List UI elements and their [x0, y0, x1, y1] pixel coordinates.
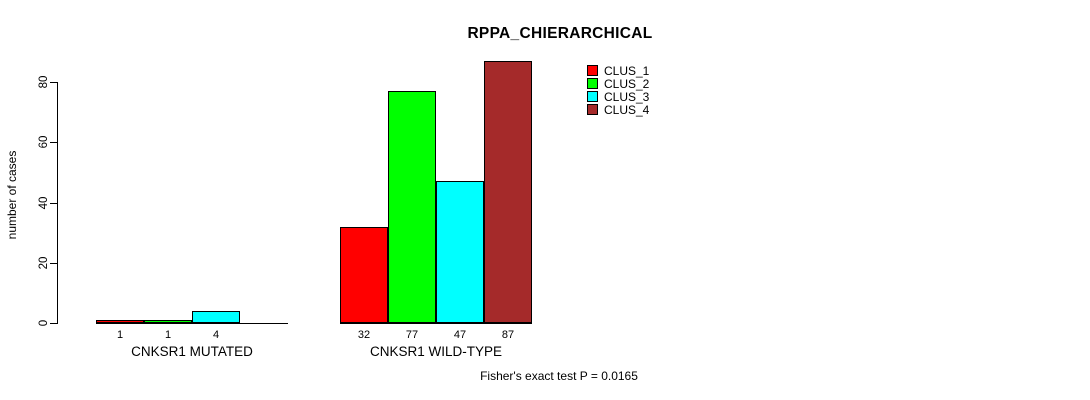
legend-swatch-icon — [587, 78, 598, 89]
y-axis-line — [57, 82, 58, 324]
y-axis-tick — [50, 82, 57, 83]
chart-title: RPPA_CHIERARCHICAL — [467, 25, 653, 42]
bar-count-label: 4 — [212, 329, 220, 341]
bar-count-label: 87 — [501, 329, 515, 341]
y-axis-tick-label: 80 — [38, 75, 50, 89]
legend-label: CLUS_2 — [604, 76, 650, 91]
pvalue-annotation: Fisher's exact test P = 0.0165 — [480, 369, 638, 383]
legend-label: CLUS_1 — [604, 63, 650, 78]
y-axis-tick-label: 40 — [38, 196, 50, 210]
legend-item-clus_2: CLUS_2 — [587, 76, 650, 91]
bar-count-label: 1 — [164, 329, 172, 341]
y-axis-tick-label: 20 — [38, 256, 50, 270]
legend-item-clus_4: CLUS_4 — [587, 102, 650, 117]
y-axis-label: number of cases — [5, 150, 19, 240]
bar-clus_2-wildtype — [388, 91, 436, 323]
legend-swatch-icon — [587, 91, 598, 102]
y-axis-tick-label: 0 — [38, 319, 50, 327]
legend: CLUS_1 CLUS_2 CLUS_3 CLUS_4 — [587, 63, 650, 117]
y-axis-tick — [50, 263, 57, 264]
y-axis-tick-label: 60 — [38, 135, 50, 149]
bar-count-label: 47 — [453, 329, 467, 341]
y-axis-tick — [50, 323, 57, 324]
bar-clus_2-mutated — [144, 320, 192, 323]
bar-clus_1-wildtype — [340, 227, 388, 323]
y-axis-tick — [50, 142, 57, 143]
bar-clus_3-mutated — [192, 311, 240, 323]
bar-count-label: 1 — [116, 329, 124, 341]
legend-swatch-icon — [587, 104, 598, 115]
bar-count-label: 77 — [405, 329, 419, 341]
bar-clus_4-wildtype — [484, 61, 532, 323]
y-axis-tick — [50, 203, 57, 204]
bar-count-label: 32 — [357, 329, 371, 341]
legend-item-clus_1: CLUS_1 — [587, 63, 650, 78]
legend-label: CLUS_3 — [604, 89, 650, 104]
legend-label: CLUS_4 — [604, 102, 650, 117]
bar-clus_1-mutated — [96, 320, 144, 323]
bar-clus_3-wildtype — [436, 181, 484, 323]
group-baseline — [96, 323, 288, 324]
group-baseline — [340, 323, 532, 324]
category-label-wildtype: CNKSR1 WILD-TYPE — [369, 344, 503, 359]
legend-swatch-icon — [587, 65, 598, 76]
legend-item-clus_3: CLUS_3 — [587, 89, 650, 104]
category-label-mutated: CNKSR1 MUTATED — [131, 344, 253, 359]
